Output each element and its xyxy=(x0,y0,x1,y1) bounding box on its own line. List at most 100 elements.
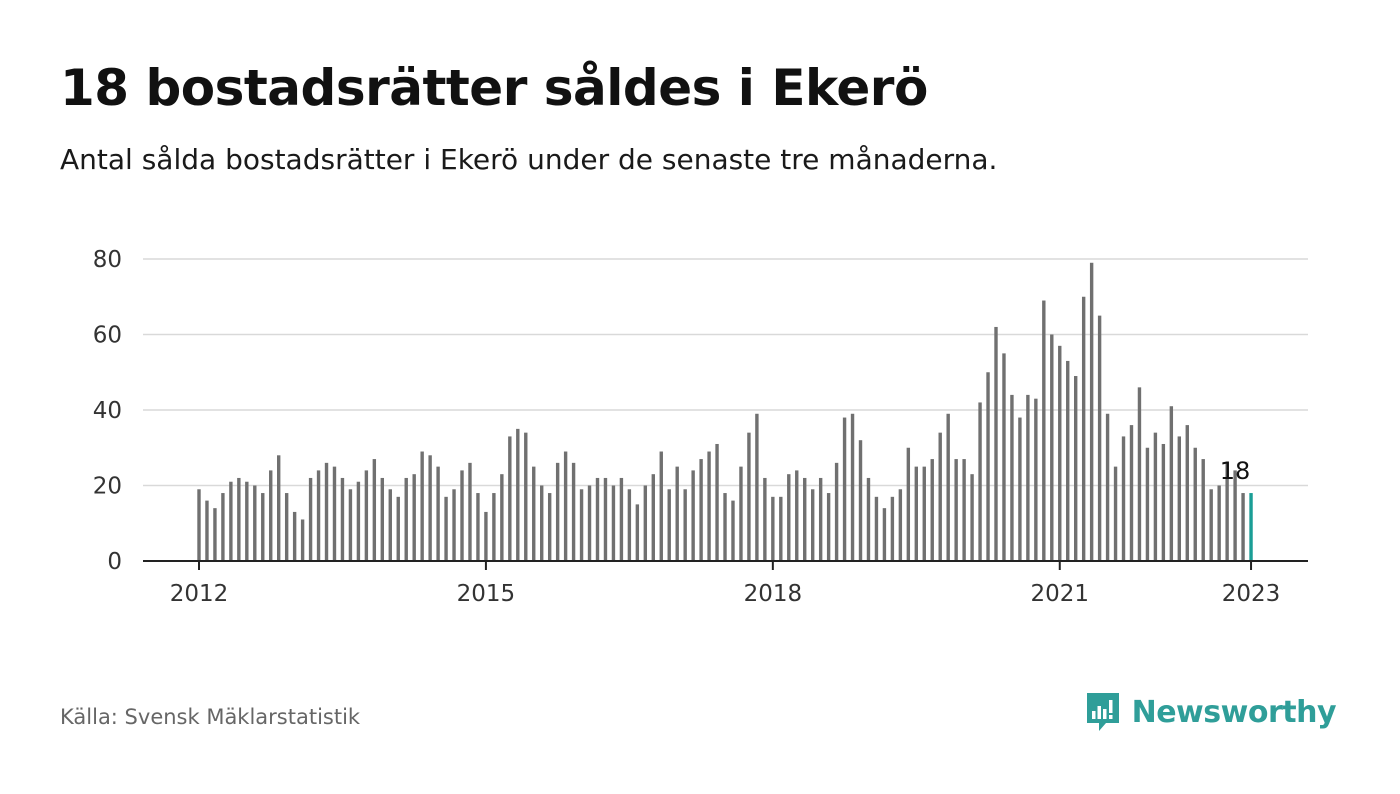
bar xyxy=(739,466,743,561)
bar xyxy=(826,493,831,561)
bar xyxy=(412,474,416,561)
bar xyxy=(619,477,624,561)
bar xyxy=(229,481,233,561)
bar xyxy=(707,451,711,561)
x-tick-label: 2018 xyxy=(744,581,803,607)
y-tick-label: 80 xyxy=(93,247,122,273)
bar xyxy=(500,474,504,561)
brand-name: Newsworthy xyxy=(1131,694,1337,730)
bar xyxy=(324,462,329,561)
bar xyxy=(803,477,807,561)
bar xyxy=(1010,394,1014,561)
bar xyxy=(595,477,600,561)
bar xyxy=(1042,300,1046,561)
bar xyxy=(1081,296,1086,561)
annotations: 18 xyxy=(1220,457,1251,485)
chart-subtitle: Antal sålda bostadsrätter i Ekerö under … xyxy=(60,143,998,176)
bar xyxy=(205,500,209,561)
bar xyxy=(460,470,464,561)
bar xyxy=(364,470,369,561)
bar xyxy=(635,504,640,561)
bar xyxy=(962,459,966,561)
bar xyxy=(763,477,767,561)
bar xyxy=(866,477,871,561)
bar xyxy=(946,413,950,561)
bar xyxy=(643,485,648,561)
bar xyxy=(874,496,879,561)
bar xyxy=(834,462,839,561)
bar xyxy=(492,493,496,561)
bar xyxy=(659,451,663,561)
bar xyxy=(468,462,472,561)
bar xyxy=(850,413,855,561)
bar xyxy=(1097,315,1102,561)
bar xyxy=(237,477,241,561)
bar xyxy=(308,477,313,561)
x-axis: 2012 2015 2018 2021 2023 xyxy=(143,560,1308,607)
bar xyxy=(1050,334,1054,561)
bar xyxy=(1201,459,1205,561)
bars xyxy=(197,262,1253,561)
bar xyxy=(1113,466,1118,561)
bar xyxy=(986,372,990,561)
bar xyxy=(571,462,576,561)
bar xyxy=(731,500,735,561)
bar xyxy=(715,443,719,561)
y-tick-label: 40 xyxy=(93,398,122,424)
bar xyxy=(540,485,544,561)
bar xyxy=(587,485,592,561)
x-tick-label: 2015 xyxy=(457,581,516,607)
bar xyxy=(675,466,679,561)
bar xyxy=(1018,417,1022,561)
bar xyxy=(683,489,687,561)
y-tick-label: 60 xyxy=(93,323,122,349)
bar xyxy=(1129,425,1134,561)
bar xyxy=(723,493,727,561)
bar xyxy=(269,470,273,561)
bar xyxy=(579,489,584,561)
bar xyxy=(978,402,982,561)
bar xyxy=(348,489,353,561)
bar xyxy=(938,432,942,561)
bar xyxy=(300,519,305,561)
newsworthy-logo-icon xyxy=(1086,693,1119,731)
bar xyxy=(261,493,265,561)
source-note: Källa: Svensk Mäklarstatistik xyxy=(60,705,361,729)
bar xyxy=(277,455,281,561)
bar xyxy=(699,459,703,561)
bar xyxy=(898,489,903,561)
latest-value-label: 18 xyxy=(1220,457,1251,485)
bar xyxy=(380,477,385,561)
bar xyxy=(667,489,671,561)
bar xyxy=(954,459,958,561)
bar xyxy=(890,496,895,561)
bar xyxy=(253,485,257,561)
bar xyxy=(611,485,616,561)
brand-logo[interactable]: Newsworthy xyxy=(1084,690,1337,734)
bar xyxy=(691,470,695,561)
bar xyxy=(1225,462,1229,561)
bar xyxy=(444,496,448,561)
bar xyxy=(771,496,775,561)
x-tick-label: 2023 xyxy=(1222,581,1281,607)
bar xyxy=(651,474,655,561)
grid-lines xyxy=(143,258,1308,487)
bar xyxy=(547,493,552,561)
bar xyxy=(1177,436,1182,561)
bar xyxy=(1089,262,1094,561)
x-tick-label: 2012 xyxy=(170,581,229,607)
bar xyxy=(563,451,568,561)
bar xyxy=(787,474,791,561)
bar xyxy=(922,466,926,561)
bar xyxy=(1145,447,1150,561)
bar xyxy=(452,489,456,561)
bar-chart: 0 20 40 60 80 2012 2015 2018 2021 2023 18 xyxy=(93,247,1308,607)
bar xyxy=(970,474,974,561)
bar xyxy=(603,477,608,561)
bar xyxy=(627,489,632,561)
bar xyxy=(755,413,759,561)
bar xyxy=(356,481,361,561)
bar xyxy=(1137,387,1142,561)
bar xyxy=(484,511,488,561)
bar xyxy=(420,451,424,561)
